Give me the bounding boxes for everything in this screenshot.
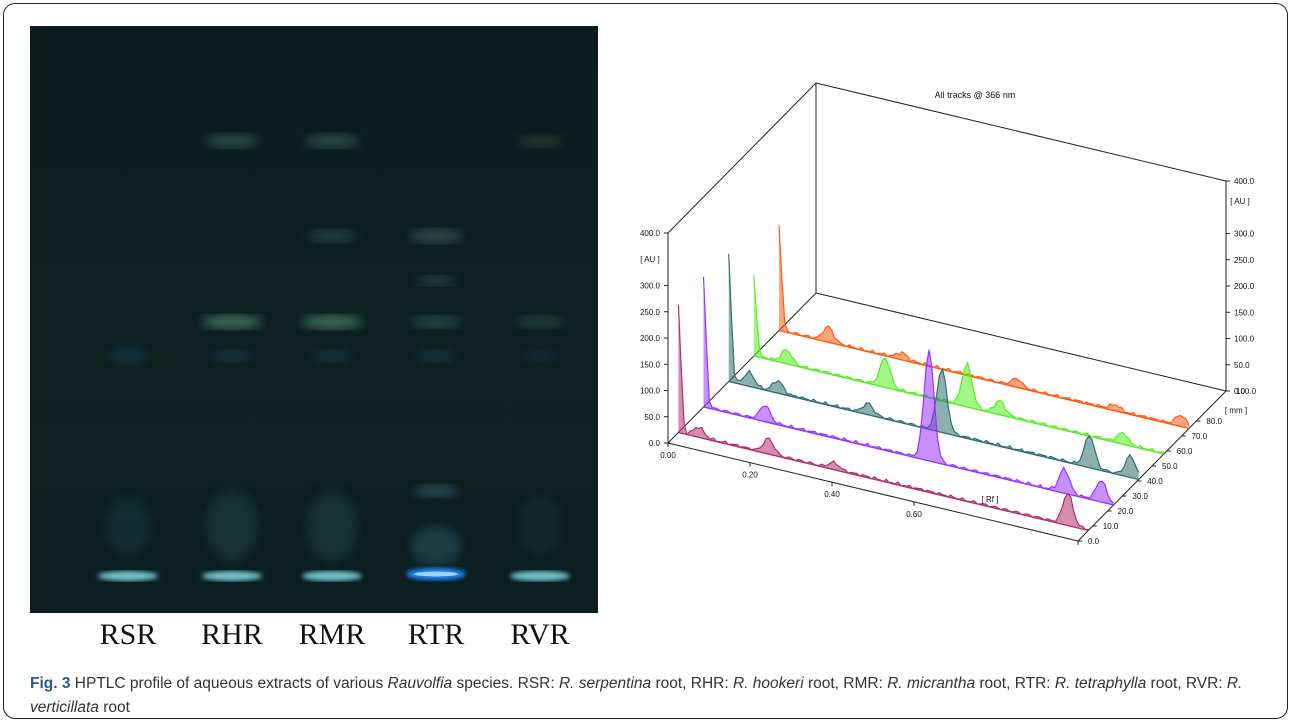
lane-rtr-bands	[406, 229, 466, 580]
z-tick-label: 80.0	[1206, 417, 1222, 426]
lane-rhr-bands	[202, 134, 262, 581]
z-tick-label: 100.0	[1236, 387, 1257, 396]
chart-box	[667, 82, 1227, 542]
x-axis-line	[667, 442, 1079, 542]
x-tick-label: 0.40	[824, 490, 840, 499]
z-axis-line	[667, 292, 817, 444]
lane-rsr-bands	[98, 348, 158, 581]
lane-label: RSR	[99, 618, 157, 651]
caption-text: HPTLC profile of aqueous extracts of var…	[70, 675, 388, 692]
z-tick-label: 60.0	[1177, 447, 1193, 456]
chart-title: All tracks @ 366 nm	[935, 90, 1016, 100]
y-tick-label-right: 200.0	[1234, 282, 1255, 291]
series-line	[753, 275, 1165, 454]
z-tick-label: 70.0	[1192, 432, 1208, 441]
y-tick-label-right: 250.0	[1234, 256, 1255, 265]
lane-rmr-bands	[302, 134, 362, 581]
y-tick-label: 400.0	[640, 229, 661, 238]
chart-axes: 0.0 50.0 100.0 150.0 200.0 250.0 300.0 400.0 0.0…	[640, 177, 1257, 550]
top-back-edge	[815, 82, 1227, 182]
z-tick-label: 30.0	[1132, 492, 1148, 501]
y-tick-label-right: 400.0	[1234, 177, 1255, 186]
x-tick-label: 0.60	[906, 510, 922, 519]
series-area	[779, 225, 1189, 429]
y-axis-label-right: [ AU ]	[1230, 197, 1250, 206]
x-tick-label: 1.00	[1070, 549, 1086, 550]
y-tick-label: 100.0	[640, 387, 661, 396]
y-tick-label: 300.0	[640, 282, 661, 291]
z-tick-label: 50.0	[1162, 462, 1178, 471]
caption-species: R. verticillata	[30, 675, 1243, 716]
y-tick-label: 50.0	[644, 413, 660, 422]
lane-label: RVR	[510, 618, 570, 651]
y-tick-label-right: 150.0	[1234, 308, 1255, 317]
z-tick-label: 20.0	[1118, 507, 1134, 516]
series-baseline	[778, 329, 1190, 430]
caption-species: R. serpentina	[558, 675, 652, 692]
series-baseline	[678, 431, 1089, 532]
lane-labels: RSR RHR RMR RTR RVR	[30, 618, 598, 668]
x-tick-label: 0.20	[742, 471, 758, 480]
caption-text: root, RMR:	[803, 675, 888, 692]
y-tick-label: 200.0	[640, 334, 661, 343]
y-tick-label: 250.0	[640, 308, 661, 317]
y-tick-label-right: 100.0	[1234, 335, 1255, 344]
caption-genus: Rauvolfia	[387, 675, 453, 692]
lane-label: RMR	[298, 618, 366, 651]
caption-text: root, RHR:	[651, 675, 733, 692]
y-tick-label-right: 50.0	[1234, 361, 1250, 370]
y-tick-label: 0.0	[649, 439, 661, 448]
caption-species: R. hookeri	[733, 675, 804, 692]
y-tick-label: 150.0	[640, 360, 661, 369]
caption-text: species. RSR:	[452, 675, 559, 692]
lane-label: RTR	[407, 618, 465, 651]
z-axis-label: [ mm ]	[1225, 406, 1247, 415]
x-axis-label: [ Rf ]	[982, 495, 999, 504]
y-tick-label-right: 0.0	[1234, 387, 1246, 396]
z-tick-label: 40.0	[1147, 477, 1163, 486]
x-tick-label: 0.00	[660, 451, 676, 460]
caption-species: R. micrantha	[887, 675, 976, 692]
series-baseline	[753, 355, 1165, 455]
lane-rvr-bands	[510, 135, 570, 581]
caption-text: root, RTR:	[975, 675, 1055, 692]
top-left-edge	[667, 82, 817, 234]
chart-series-group	[677, 225, 1190, 532]
figure-frame	[3, 3, 1288, 719]
caption-species: R. tetraphylla	[1054, 675, 1147, 692]
back-floor-edge	[815, 292, 1227, 392]
y-tick-label-right: 300.0	[1234, 230, 1255, 239]
lane-label: RHR	[201, 618, 263, 651]
series-line	[778, 225, 1190, 426]
series-area	[753, 275, 1164, 454]
figure-caption: Fig. 3 HPTLC profile of aqueous extracts…	[30, 672, 1270, 720]
hptlc-3d-chart: 0.0 50.0 100.0 150.0 200.0 250.0 300.0 400.0 0.0…	[640, 82, 1257, 550]
z-tick-label: 0.0	[1088, 537, 1100, 546]
caption-text: root	[98, 699, 130, 716]
z-tick-label: 10.0	[1103, 522, 1119, 531]
tlc-plate-image	[30, 26, 598, 613]
y-axis-label: [ AU ]	[640, 255, 660, 264]
series-baseline	[703, 406, 1114, 506]
caption-figure-number: Fig. 3	[30, 675, 71, 692]
caption-text: root, RVR:	[1146, 675, 1227, 692]
